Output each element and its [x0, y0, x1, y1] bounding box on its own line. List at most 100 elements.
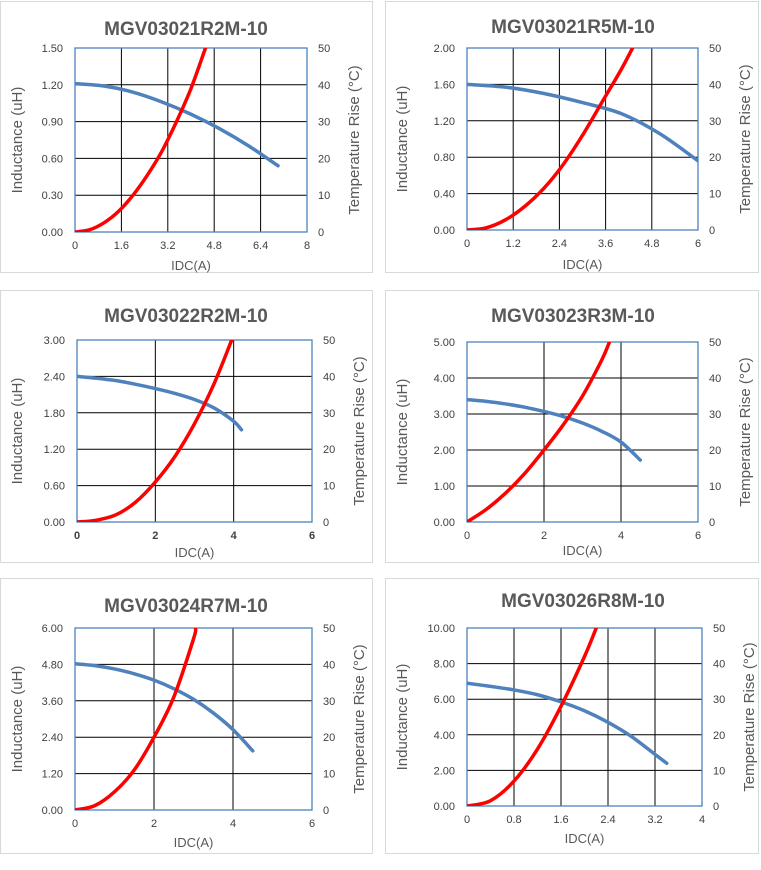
temperature-rise-line [75, 628, 198, 810]
x-tick-label: 8 [304, 240, 310, 252]
x-tick-label: 4 [618, 530, 624, 542]
x-tick-label: 3.2 [160, 240, 175, 252]
x-tick-label: 3.6 [598, 238, 613, 250]
y-tick-label: 0.00 [44, 517, 65, 529]
y-tick-label: 0.30 [42, 190, 63, 202]
y-tick-label: 3.00 [44, 335, 65, 347]
y-tick-label: 6.00 [42, 623, 63, 635]
y2-axis-label: Temperature Rise (°C) [351, 644, 368, 793]
x-axis-label: IDC(A) [563, 257, 603, 272]
temperature-rise-line [75, 48, 208, 232]
y2-tick-label: 20 [323, 444, 335, 456]
y-tick-label: 1.20 [42, 769, 63, 781]
y2-axis-label: Temperature Rise (°C) [346, 65, 363, 214]
y2-tick-label: 40 [713, 659, 725, 671]
y-tick-label: 4.00 [434, 730, 455, 742]
y2-tick-label: 20 [709, 445, 721, 457]
y2-tick-label: 50 [318, 43, 330, 55]
chart-title: MGV03021R2M-10 [104, 19, 268, 40]
chart-panel-2: MGV03021R5M-10 0 1.2 2.4 3.6 4.8 6 0.00 0.40 0.80… [385, 1, 759, 273]
x-tick-label: 4.8 [207, 240, 222, 252]
y2-tick-label: 40 [318, 80, 330, 92]
inductance-line [77, 374, 244, 432]
y-tick-label: 1.60 [434, 79, 455, 91]
chart-panel-1: MGV03021R2M-10 0 1.6 3.2 4.8 6.4 8 0.00 0.30 0.60… [0, 1, 373, 273]
y-tick-label: 3.60 [42, 696, 63, 708]
y2-axis-label: Temperature Rise (°C) [741, 642, 758, 791]
x-tick-label: 0 [464, 530, 470, 542]
y2-tick-label: 0 [709, 225, 715, 237]
temperature-rise-line [467, 48, 635, 230]
series-group [75, 48, 280, 232]
inductance-line [467, 681, 669, 766]
plot-area [466, 341, 699, 523]
y-tick-label: 3.00 [434, 409, 455, 421]
y2-tick-label: 30 [318, 117, 330, 129]
y-tick-label: 1.50 [42, 43, 63, 55]
y-tick-label: 0.40 [434, 189, 455, 201]
y2-tick-label: 20 [713, 730, 725, 742]
plot-area [76, 339, 313, 523]
y-axis-label: Inductance (uH) [9, 87, 26, 194]
y2-tick-label: 10 [709, 481, 721, 493]
x-tick-label: 6.4 [253, 240, 268, 252]
x-tick-label: 0.8 [506, 814, 521, 826]
y-tick-label: 4.80 [42, 659, 63, 671]
plot-area [466, 47, 699, 231]
y-tick-label: 5.00 [434, 337, 455, 349]
chart-6: MGV03026R8M-10 0 0.8 1.6 2.4 3.2 4 0.00 2.00 4.00… [394, 591, 758, 846]
x-tick-label: 0 [72, 818, 78, 830]
series-group [75, 628, 255, 810]
y2-tick-label: 20 [709, 152, 721, 164]
y2-tick-label: 10 [323, 481, 335, 493]
y2-tick-label: 30 [323, 696, 335, 708]
y-tick-label: 0.90 [42, 117, 63, 129]
y2-axis-label: Temperature Rise (°C) [737, 357, 754, 506]
y2-tick-label: 10 [323, 769, 335, 781]
inductance-line [75, 662, 255, 753]
chart-title: MGV03023R3M-10 [491, 306, 655, 327]
x-tick-label: 6 [309, 530, 315, 542]
y-tick-label: 8.00 [434, 659, 455, 671]
y2-tick-label: 0 [713, 801, 719, 813]
x-tick-label: 4 [231, 530, 238, 542]
plot-area [74, 627, 313, 811]
chart-3: MGV03022R2M-10 0 2 4 6 0.00 0.60 1.20 1.80 2.40 3.… [9, 306, 368, 560]
y-tick-label: 10.00 [427, 623, 455, 635]
y2-tick-label: 40 [709, 79, 721, 91]
y-tick-label: 1.80 [44, 408, 65, 420]
y2-tick-label: 10 [709, 189, 721, 201]
plot-area [466, 627, 703, 807]
y-tick-label: 0.00 [434, 801, 455, 813]
chart-panel-3: MGV03022R2M-10 0 2 4 6 0.00 0.60 1.20 1.80 2.40 3.… [0, 290, 373, 563]
y-tick-label: 2.40 [42, 732, 63, 744]
y2-tick-label: 0 [709, 517, 715, 529]
y2-tick-label: 30 [713, 694, 725, 706]
chart-title: MGV03022R2M-10 [104, 306, 268, 327]
y2-tick-label: 50 [323, 623, 335, 635]
y2-tick-label: 30 [323, 408, 335, 420]
x-tick-label: 1.6 [553, 814, 568, 826]
x-axis-label: IDC(A) [563, 543, 603, 558]
x-axis-label: IDC(A) [175, 545, 215, 560]
chart-2: MGV03021R5M-10 0 1.2 2.4 3.6 4.8 6 0.00 0.40 0.80… [394, 17, 754, 272]
chart-4: MGV03023R3M-10 0 2 4 6 0.00 1.00 2.00 3.00 4.00 5.… [394, 306, 754, 558]
y2-tick-label: 20 [318, 153, 330, 165]
y-tick-label: 2.00 [434, 43, 455, 55]
plot-area [74, 47, 308, 233]
y2-tick-label: 20 [323, 732, 335, 744]
y2-tick-label: 50 [709, 337, 721, 349]
x-tick-label: 3.2 [647, 814, 662, 826]
y-tick-label: 0.00 [434, 225, 455, 237]
y2-tick-label: 0 [318, 227, 324, 239]
y-tick-label: 0.80 [434, 152, 455, 164]
x-tick-label: 2 [152, 530, 158, 542]
inductance-line [467, 82, 698, 163]
x-tick-label: 6 [695, 530, 701, 542]
y2-tick-label: 0 [323, 805, 329, 817]
x-tick-label: 0 [464, 238, 470, 250]
x-axis-label: IDC(A) [171, 258, 211, 273]
y-axis-label: Inductance (uH) [394, 379, 411, 486]
y2-tick-label: 30 [709, 116, 721, 128]
y-tick-label: 6.00 [434, 694, 455, 706]
